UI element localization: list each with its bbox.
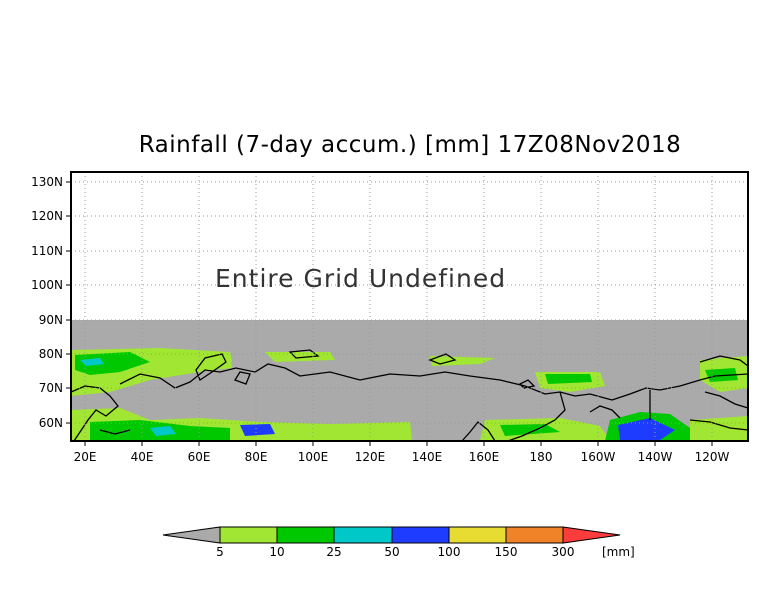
colorbar-label: 150 <box>495 545 518 559</box>
lat-tick-label: 70N <box>39 381 63 395</box>
lon-tick-label: 120W <box>695 450 730 464</box>
colorbar-label: 5 <box>216 545 224 559</box>
lon-tick-label: 140E <box>412 450 443 464</box>
graticule <box>71 172 748 441</box>
lon-tick-label: 80E <box>245 450 268 464</box>
colorbar-unit: [mm] <box>602 545 635 559</box>
colorbar-label: 100 <box>438 545 461 559</box>
undefined-annotation: Entire Grid Undefined <box>215 264 506 293</box>
colorbar <box>162 526 621 544</box>
colorbar-low-arrow <box>162 526 221 544</box>
colorbar-high-arrow <box>562 526 621 544</box>
lat-tick-label: 60N <box>39 416 63 430</box>
lat-tick-label: 80N <box>39 347 63 361</box>
colorbar-label: 10 <box>269 545 284 559</box>
plot-frame <box>70 171 749 442</box>
lon-tick-label: 160W <box>581 450 616 464</box>
colorbar-label: 25 <box>326 545 341 559</box>
colorbar-swatch <box>333 526 393 544</box>
colorbar-label: 50 <box>384 545 399 559</box>
colorbar-swatch <box>391 526 450 544</box>
lon-tick-label: 180 <box>530 450 553 464</box>
map-title: Rainfall (7-day accum.) [mm] 17Z08Nov201… <box>138 132 682 158</box>
lon-tick-label: 120E <box>355 450 386 464</box>
lat-tick-label: 110N <box>31 244 63 258</box>
lon-tick-label: 20E <box>74 450 97 464</box>
lat-tick-label: 100N <box>31 278 63 292</box>
colorbar-swatch <box>505 526 564 544</box>
tick-marks <box>66 181 713 446</box>
lat-tick-label: 90N <box>39 313 63 327</box>
lat-tick-label: 130N <box>31 175 63 189</box>
lon-tick-label: 60E <box>188 450 211 464</box>
rainfall-patches <box>71 348 748 441</box>
colorbar-swatch <box>276 526 335 544</box>
colorbar-label: 300 <box>552 545 575 559</box>
lon-tick-label: 160E <box>469 450 500 464</box>
colorbar-swatch <box>219 526 278 544</box>
colorbar-swatch <box>448 526 507 544</box>
lon-tick-label: 40E <box>131 450 154 464</box>
lon-tick-label: 140W <box>638 450 673 464</box>
lon-tick-label: 100E <box>298 450 329 464</box>
lat-tick-label: 120N <box>31 209 63 223</box>
